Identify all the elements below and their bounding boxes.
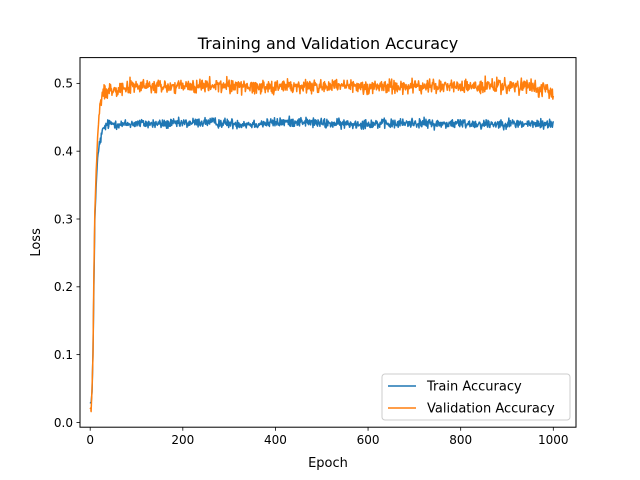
x-tick-label: 1000 xyxy=(538,433,569,447)
y-axis-ticks: 0.0 0.1 0.2 0.3 0.4 0.5 xyxy=(54,77,80,430)
y-tick-label: 0.1 xyxy=(54,348,73,362)
y-tick-label: 0.5 xyxy=(54,77,73,91)
y-tick-label: 0.3 xyxy=(54,212,73,226)
chart-title: Training and Validation Accuracy xyxy=(197,34,459,53)
y-tick-label: 0.4 xyxy=(54,144,73,158)
series-layer xyxy=(89,75,555,413)
legend-label-validation: Validation Accuracy xyxy=(427,402,555,417)
series-line-train-accuracy xyxy=(89,115,555,405)
series-line-validation-accuracy xyxy=(89,75,555,413)
y-tick-label: 0.0 xyxy=(54,416,73,430)
x-tick-label: 200 xyxy=(171,433,194,447)
x-tick-label: 0 xyxy=(86,433,94,447)
plot-area-frame xyxy=(79,57,577,428)
x-tick-label: 600 xyxy=(357,433,380,447)
legend: Train Accuracy Validation Accuracy xyxy=(381,373,571,421)
legend-box xyxy=(381,373,571,421)
y-tick-label: 0.2 xyxy=(54,280,73,294)
x-tick-label: 800 xyxy=(449,433,472,447)
x-axis-label: Epoch xyxy=(308,456,348,471)
x-tick-label: 400 xyxy=(264,433,287,447)
x-axis-ticks: 0 200 400 600 800 1000 xyxy=(86,427,569,447)
legend-label-train: Train Accuracy xyxy=(426,380,522,395)
y-axis-label: Loss xyxy=(29,228,44,257)
